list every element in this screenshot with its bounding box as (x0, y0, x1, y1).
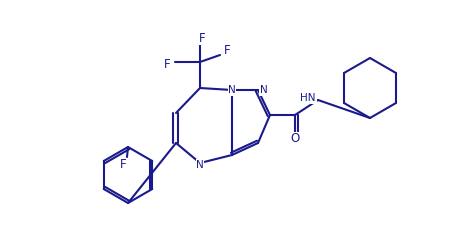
Text: N: N (259, 85, 267, 95)
Text: F: F (164, 58, 171, 71)
Text: F: F (224, 45, 230, 58)
Text: O: O (290, 132, 299, 146)
Text: N: N (228, 85, 235, 95)
Text: F: F (198, 31, 205, 45)
Text: N: N (196, 160, 203, 170)
Text: HN: HN (300, 93, 315, 103)
Text: F: F (119, 159, 126, 172)
